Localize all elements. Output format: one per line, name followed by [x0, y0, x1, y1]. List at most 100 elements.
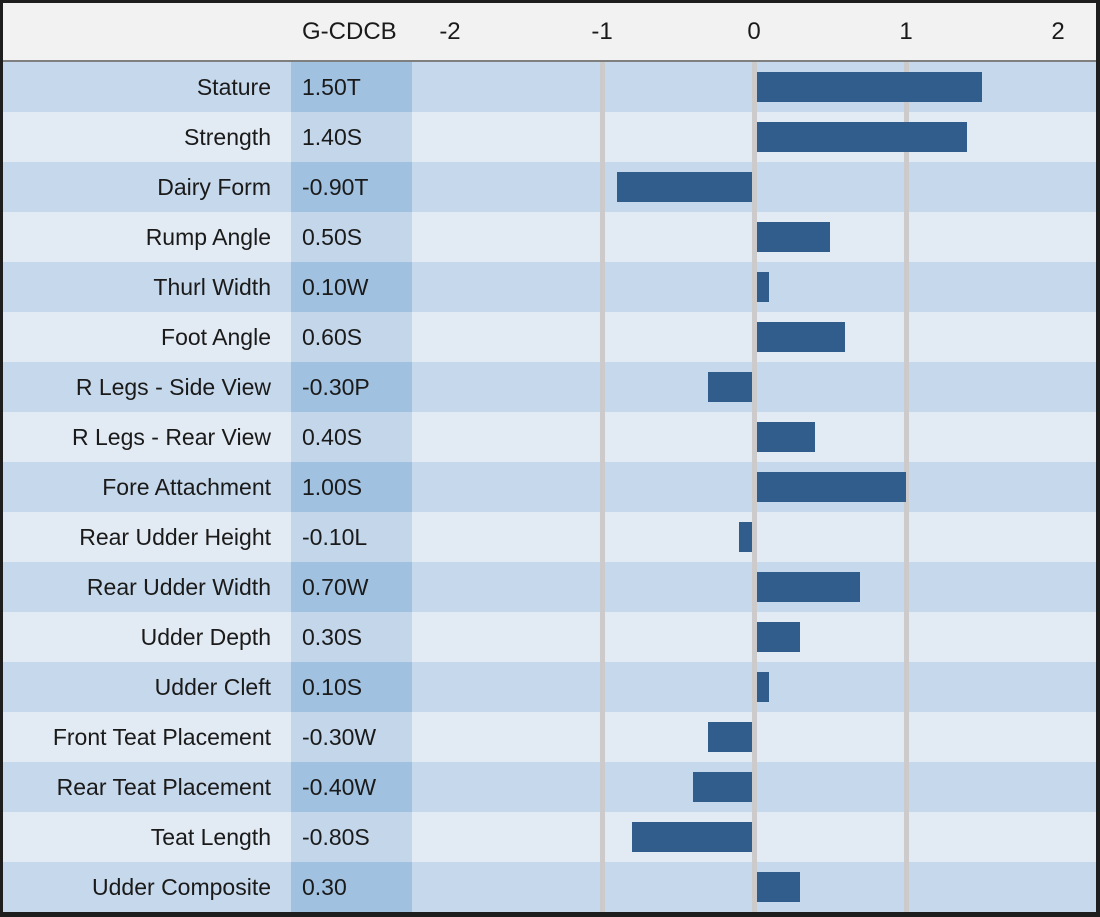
trait-name: Rear Udder Width: [86, 573, 271, 600]
trait-name: Rear Teat Placement: [56, 773, 271, 800]
gridline: [751, 62, 757, 112]
trait-row: Teat Length -0.80S: [3, 812, 1096, 862]
gridline: [903, 262, 909, 312]
gridline: [599, 212, 605, 262]
trait-value: -0.80S: [291, 812, 412, 862]
trait-value: 1.00S: [291, 462, 412, 512]
gridline: [751, 162, 757, 212]
trait-value: 0.50S: [291, 212, 412, 262]
trait-row: R Legs - Rear View 0.40S: [3, 412, 1096, 462]
trait-row: Thurl Width 0.10W: [3, 262, 1096, 312]
gridline: [903, 612, 909, 662]
bar-area: [412, 762, 1096, 812]
bar-area: [412, 262, 1096, 312]
gridline: [903, 712, 909, 762]
gridline: [903, 162, 909, 212]
gridline: [599, 162, 605, 212]
gridline: [751, 112, 757, 162]
bar-area: [412, 662, 1096, 712]
trait-value: 1.50T: [291, 62, 412, 112]
gridline: [599, 612, 605, 662]
gridline: [599, 762, 605, 812]
gridline: [751, 762, 757, 812]
gridline: [599, 312, 605, 362]
trait-row: Udder Depth 0.30S: [3, 612, 1096, 662]
axis-tick-row: -2 -1 0 1 2: [412, 3, 1096, 60]
gridline: [599, 112, 605, 162]
trait-value: 1.40S: [291, 112, 412, 162]
trait-name: Udder Depth: [140, 623, 271, 650]
trait-row: Udder Cleft 0.10S: [3, 662, 1096, 712]
trait-name: Teat Length: [150, 823, 271, 850]
gridline: [599, 812, 605, 862]
trait-value: -0.40W: [291, 762, 412, 812]
value-bar: [757, 672, 770, 702]
gridline: [903, 412, 909, 462]
trait-row: Dairy Form -0.90T: [3, 162, 1096, 212]
bar-area: [412, 312, 1096, 362]
bar-area: [412, 712, 1096, 762]
gridline: [751, 512, 757, 562]
chart-header: G-CDCB -2 -1 0 1 2: [3, 3, 1096, 62]
trait-value: 0.40S: [291, 412, 412, 462]
gridline: [751, 812, 757, 862]
value-bar: [757, 222, 830, 252]
bar-area: [412, 162, 1096, 212]
trait-value: -0.30P: [291, 362, 412, 412]
trait-row: Foot Angle 0.60S: [3, 312, 1096, 362]
gridline: [903, 762, 909, 812]
trait-row: Strength 1.40S: [3, 112, 1096, 162]
trait-row: Rear Udder Width 0.70W: [3, 562, 1096, 612]
trait-row: Stature 1.50T: [3, 62, 1096, 112]
gcdcb-column-header: G-CDCB: [302, 17, 397, 45]
gridline: [903, 812, 909, 862]
trait-value: -0.10L: [291, 512, 412, 562]
gridline: [751, 262, 757, 312]
gridline: [751, 612, 757, 662]
bar-area: [412, 562, 1096, 612]
gridline: [751, 462, 757, 512]
axis-tick: -1: [591, 17, 613, 45]
gridline: [751, 212, 757, 262]
value-bar: [757, 572, 861, 602]
gridline: [903, 212, 909, 262]
gridline: [751, 312, 757, 362]
axis-tick: 2: [1051, 17, 1065, 45]
gridline: [903, 562, 909, 612]
gridline: [751, 412, 757, 462]
axis-tick: 1: [899, 17, 913, 45]
gridline: [751, 712, 757, 762]
gridline: [599, 662, 605, 712]
value-bar: [738, 522, 752, 552]
trait-name: R Legs - Rear View: [72, 423, 271, 450]
trait-value: -0.90T: [291, 162, 412, 212]
gridline: [903, 312, 909, 362]
gridline: [599, 512, 605, 562]
bar-area: [412, 612, 1096, 662]
trait-row: Rump Angle 0.50S: [3, 212, 1096, 262]
value-bar: [757, 72, 982, 102]
trait-value: 0.30S: [291, 612, 412, 662]
trait-name: Udder Cleft: [154, 673, 271, 700]
gridline: [599, 712, 605, 762]
bar-area: [412, 812, 1096, 862]
value-bar: [757, 122, 967, 152]
bar-area: [412, 412, 1096, 462]
value-bar: [708, 722, 752, 752]
trait-rows: Stature 1.50T Strength 1.40S Dairy Form -0.90…: [3, 62, 1096, 912]
value-bar: [693, 772, 752, 802]
value-bar: [757, 472, 906, 502]
gridline: [751, 862, 757, 912]
trait-name: Front Teat Placement: [52, 723, 271, 750]
bar-area: [412, 362, 1096, 412]
gridline: [903, 662, 909, 712]
value-bar: [708, 372, 752, 402]
gridline: [903, 512, 909, 562]
gridline: [903, 462, 909, 512]
trait-name: Stature: [196, 73, 271, 100]
value-bar: [757, 622, 800, 652]
bar-area: [412, 462, 1096, 512]
gridline: [903, 862, 909, 912]
trait-name: Rear Udder Height: [79, 523, 271, 550]
bar-area: [412, 212, 1096, 262]
